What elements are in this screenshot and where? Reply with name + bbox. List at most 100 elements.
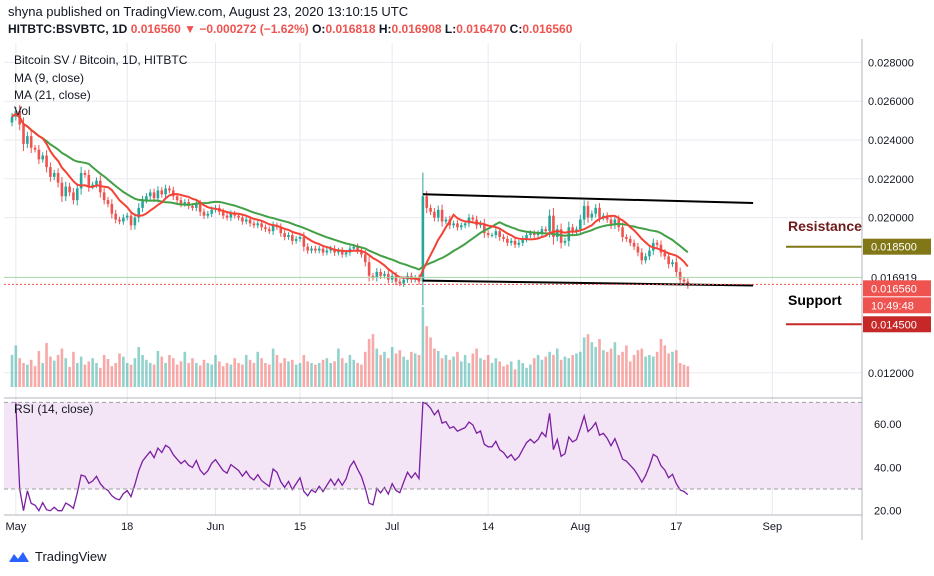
- volume-bar: [49, 356, 52, 387]
- candle-body: [640, 252, 644, 261]
- volume-bar: [598, 339, 601, 387]
- volume-bar: [655, 351, 659, 387]
- volume-bar: [68, 367, 71, 387]
- price-tick-label: 0.026000: [868, 96, 914, 108]
- volume-bar: [110, 366, 114, 387]
- volume-bar: [72, 351, 75, 387]
- volume-bar: [563, 356, 567, 387]
- volume-bar: [410, 351, 413, 387]
- volume-bar: [171, 358, 175, 387]
- candle-body: [356, 246, 359, 251]
- candle-body: [233, 213, 237, 216]
- candle-body: [586, 205, 590, 218]
- candle-body: [29, 136, 33, 148]
- candle-body: [321, 248, 325, 253]
- candle-body: [248, 219, 252, 224]
- volume-bar: [440, 358, 444, 387]
- volume-bars: [10, 307, 690, 387]
- candle-body: [582, 205, 586, 220]
- price-badge: [863, 297, 931, 314]
- volume-bar: [256, 351, 260, 387]
- candle-body: [375, 271, 379, 278]
- candle-body: [644, 256, 647, 261]
- price-tick-label: 0.020000: [868, 213, 914, 225]
- volume-bar: [387, 358, 390, 387]
- candle-body: [79, 172, 83, 189]
- candle-body: [10, 116, 14, 123]
- volume-bar: [175, 364, 179, 387]
- candle-body: [659, 244, 663, 253]
- candle-body: [241, 217, 244, 222]
- candle-body: [575, 229, 578, 232]
- volume-bar: [179, 361, 183, 387]
- volume-bar: [260, 358, 263, 387]
- time-tick-label: Aug: [571, 521, 591, 533]
- candle-body: [291, 235, 294, 241]
- volume-bar: [18, 358, 21, 387]
- volume-bar: [586, 334, 590, 387]
- candle-body: [125, 215, 129, 218]
- candle-body: [628, 238, 632, 243]
- volume-bar: [555, 348, 559, 387]
- volume-bar: [233, 358, 237, 387]
- volume-bar: [651, 356, 655, 387]
- time-tick-label: 15: [294, 521, 306, 533]
- volume-bar: [636, 350, 640, 387]
- candle-body: [636, 246, 640, 253]
- close-value: 0.016560: [522, 22, 573, 36]
- candle-body: [229, 213, 233, 218]
- volume-bar: [475, 348, 478, 387]
- candle-body: [164, 188, 167, 195]
- volume-bar: [267, 364, 271, 387]
- candle-body: [95, 180, 98, 185]
- candle-body: [398, 281, 402, 284]
- candle-body: [655, 242, 659, 245]
- volume-bar: [60, 348, 64, 387]
- footer: TradingView: [8, 549, 107, 564]
- candle-body: [68, 186, 71, 193]
- volume-bar: [102, 355, 106, 387]
- candle-body: [517, 242, 521, 245]
- volume-bar: [625, 345, 628, 387]
- price-tick-label: 0.022000: [868, 174, 914, 186]
- volume-bar: [582, 337, 586, 387]
- volume-bar: [617, 355, 621, 387]
- volume-bar: [471, 353, 475, 387]
- candle-body: [252, 223, 256, 226]
- volume-bar: [99, 367, 102, 387]
- volume-bar: [87, 361, 91, 387]
- volume-bar: [33, 366, 37, 387]
- candle-body: [590, 213, 594, 218]
- candle-body: [129, 215, 133, 226]
- candle-body: [506, 238, 509, 243]
- candle-body: [64, 186, 68, 197]
- candle-body: [529, 233, 532, 236]
- volume-bar: [398, 350, 402, 387]
- volume-bar: [644, 356, 647, 387]
- volume-bar: [294, 364, 298, 387]
- volume-bar: [202, 359, 206, 387]
- ma21-legend: MA (21, close): [14, 88, 91, 102]
- volume-bar: [279, 363, 283, 387]
- candle-body: [360, 250, 363, 255]
- candle-body: [145, 196, 148, 201]
- volume-bar: [498, 361, 501, 387]
- trendline: [422, 193, 754, 205]
- candle-body: [175, 196, 179, 201]
- volume-bar: [486, 355, 490, 387]
- candle-body: [56, 172, 60, 183]
- candle-body: [260, 223, 263, 228]
- candle-body: [352, 246, 356, 249]
- volume-bar: [390, 347, 394, 387]
- candle-body: [387, 273, 390, 280]
- volume-bar: [609, 348, 613, 387]
- low-label: L:: [444, 22, 457, 36]
- volume-bar: [494, 358, 498, 387]
- candle-body: [521, 238, 525, 243]
- candle-body: [452, 223, 455, 226]
- candle-body: [168, 188, 171, 191]
- ma9-line: [11, 112, 689, 281]
- candle-body: [302, 236, 306, 247]
- volume-bar: [22, 363, 25, 387]
